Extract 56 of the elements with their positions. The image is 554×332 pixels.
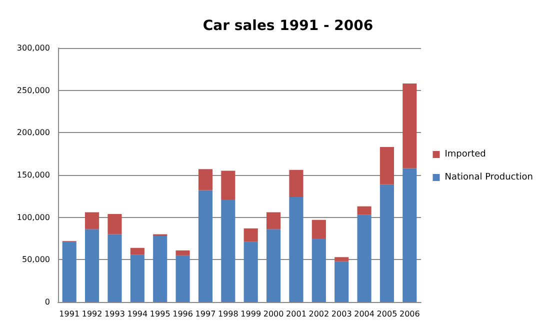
x-tick-label: 2003 [331, 310, 352, 318]
y-tick-label: 100,000 [16, 212, 50, 222]
bar [244, 242, 258, 302]
y-tick-label: 0 [44, 298, 50, 306]
bar [266, 229, 281, 302]
bar [244, 228, 258, 242]
bar [176, 255, 190, 302]
bar [380, 147, 394, 184]
bar [402, 84, 417, 168]
bar [198, 190, 212, 302]
bar [380, 184, 394, 302]
bar [176, 250, 190, 256]
bar [198, 169, 212, 190]
bar [85, 229, 100, 302]
bar [357, 214, 372, 302]
x-tick-label: 1991 [59, 310, 80, 318]
bar [221, 200, 236, 302]
bar [334, 257, 349, 262]
x-tick-label: 1993 [104, 310, 125, 318]
chart-title: Car sales 1991 - 2006 [202, 18, 374, 34]
x-tick-label: 1997 [195, 310, 216, 318]
bar [130, 254, 144, 302]
bar [108, 234, 122, 302]
x-tick-label: 2002 [308, 310, 330, 318]
x-tick-label: 1999 [240, 310, 262, 318]
x-tick-label: 1995 [150, 310, 170, 318]
legend-label: Imported [444, 150, 486, 160]
x-tick-label: 1992 [82, 310, 102, 318]
x-tick-label: 1998 [218, 310, 238, 318]
x-tick-label: 2006 [399, 310, 420, 318]
y-tick-label: 250,000 [16, 86, 50, 95]
legend-label: National Production [444, 172, 534, 182]
bar [357, 206, 372, 215]
bar [153, 236, 168, 302]
bar [312, 220, 326, 238]
y-tick-label: 200,000 [16, 128, 50, 138]
bar [289, 197, 304, 302]
bar [402, 168, 417, 302]
bar [289, 170, 304, 198]
x-tick-label: 1996 [172, 310, 193, 318]
x-tick-label: 2000 [263, 310, 284, 318]
bar [85, 212, 100, 230]
y-tick-label: 50,000 [22, 255, 50, 264]
bar [108, 214, 122, 234]
bar [266, 212, 281, 230]
bar [62, 242, 76, 302]
bar [312, 238, 326, 302]
bar [221, 170, 236, 200]
x-tick-label: 2001 [286, 310, 306, 318]
x-tick-label: 2004 [354, 310, 374, 318]
bar [334, 261, 349, 302]
x-tick-label: 2005 [376, 310, 398, 318]
y-tick-label: 150,000 [16, 170, 50, 180]
x-tick-label: 1994 [127, 310, 148, 318]
bar [130, 248, 144, 255]
y-tick-label: 300,000 [16, 44, 50, 52]
